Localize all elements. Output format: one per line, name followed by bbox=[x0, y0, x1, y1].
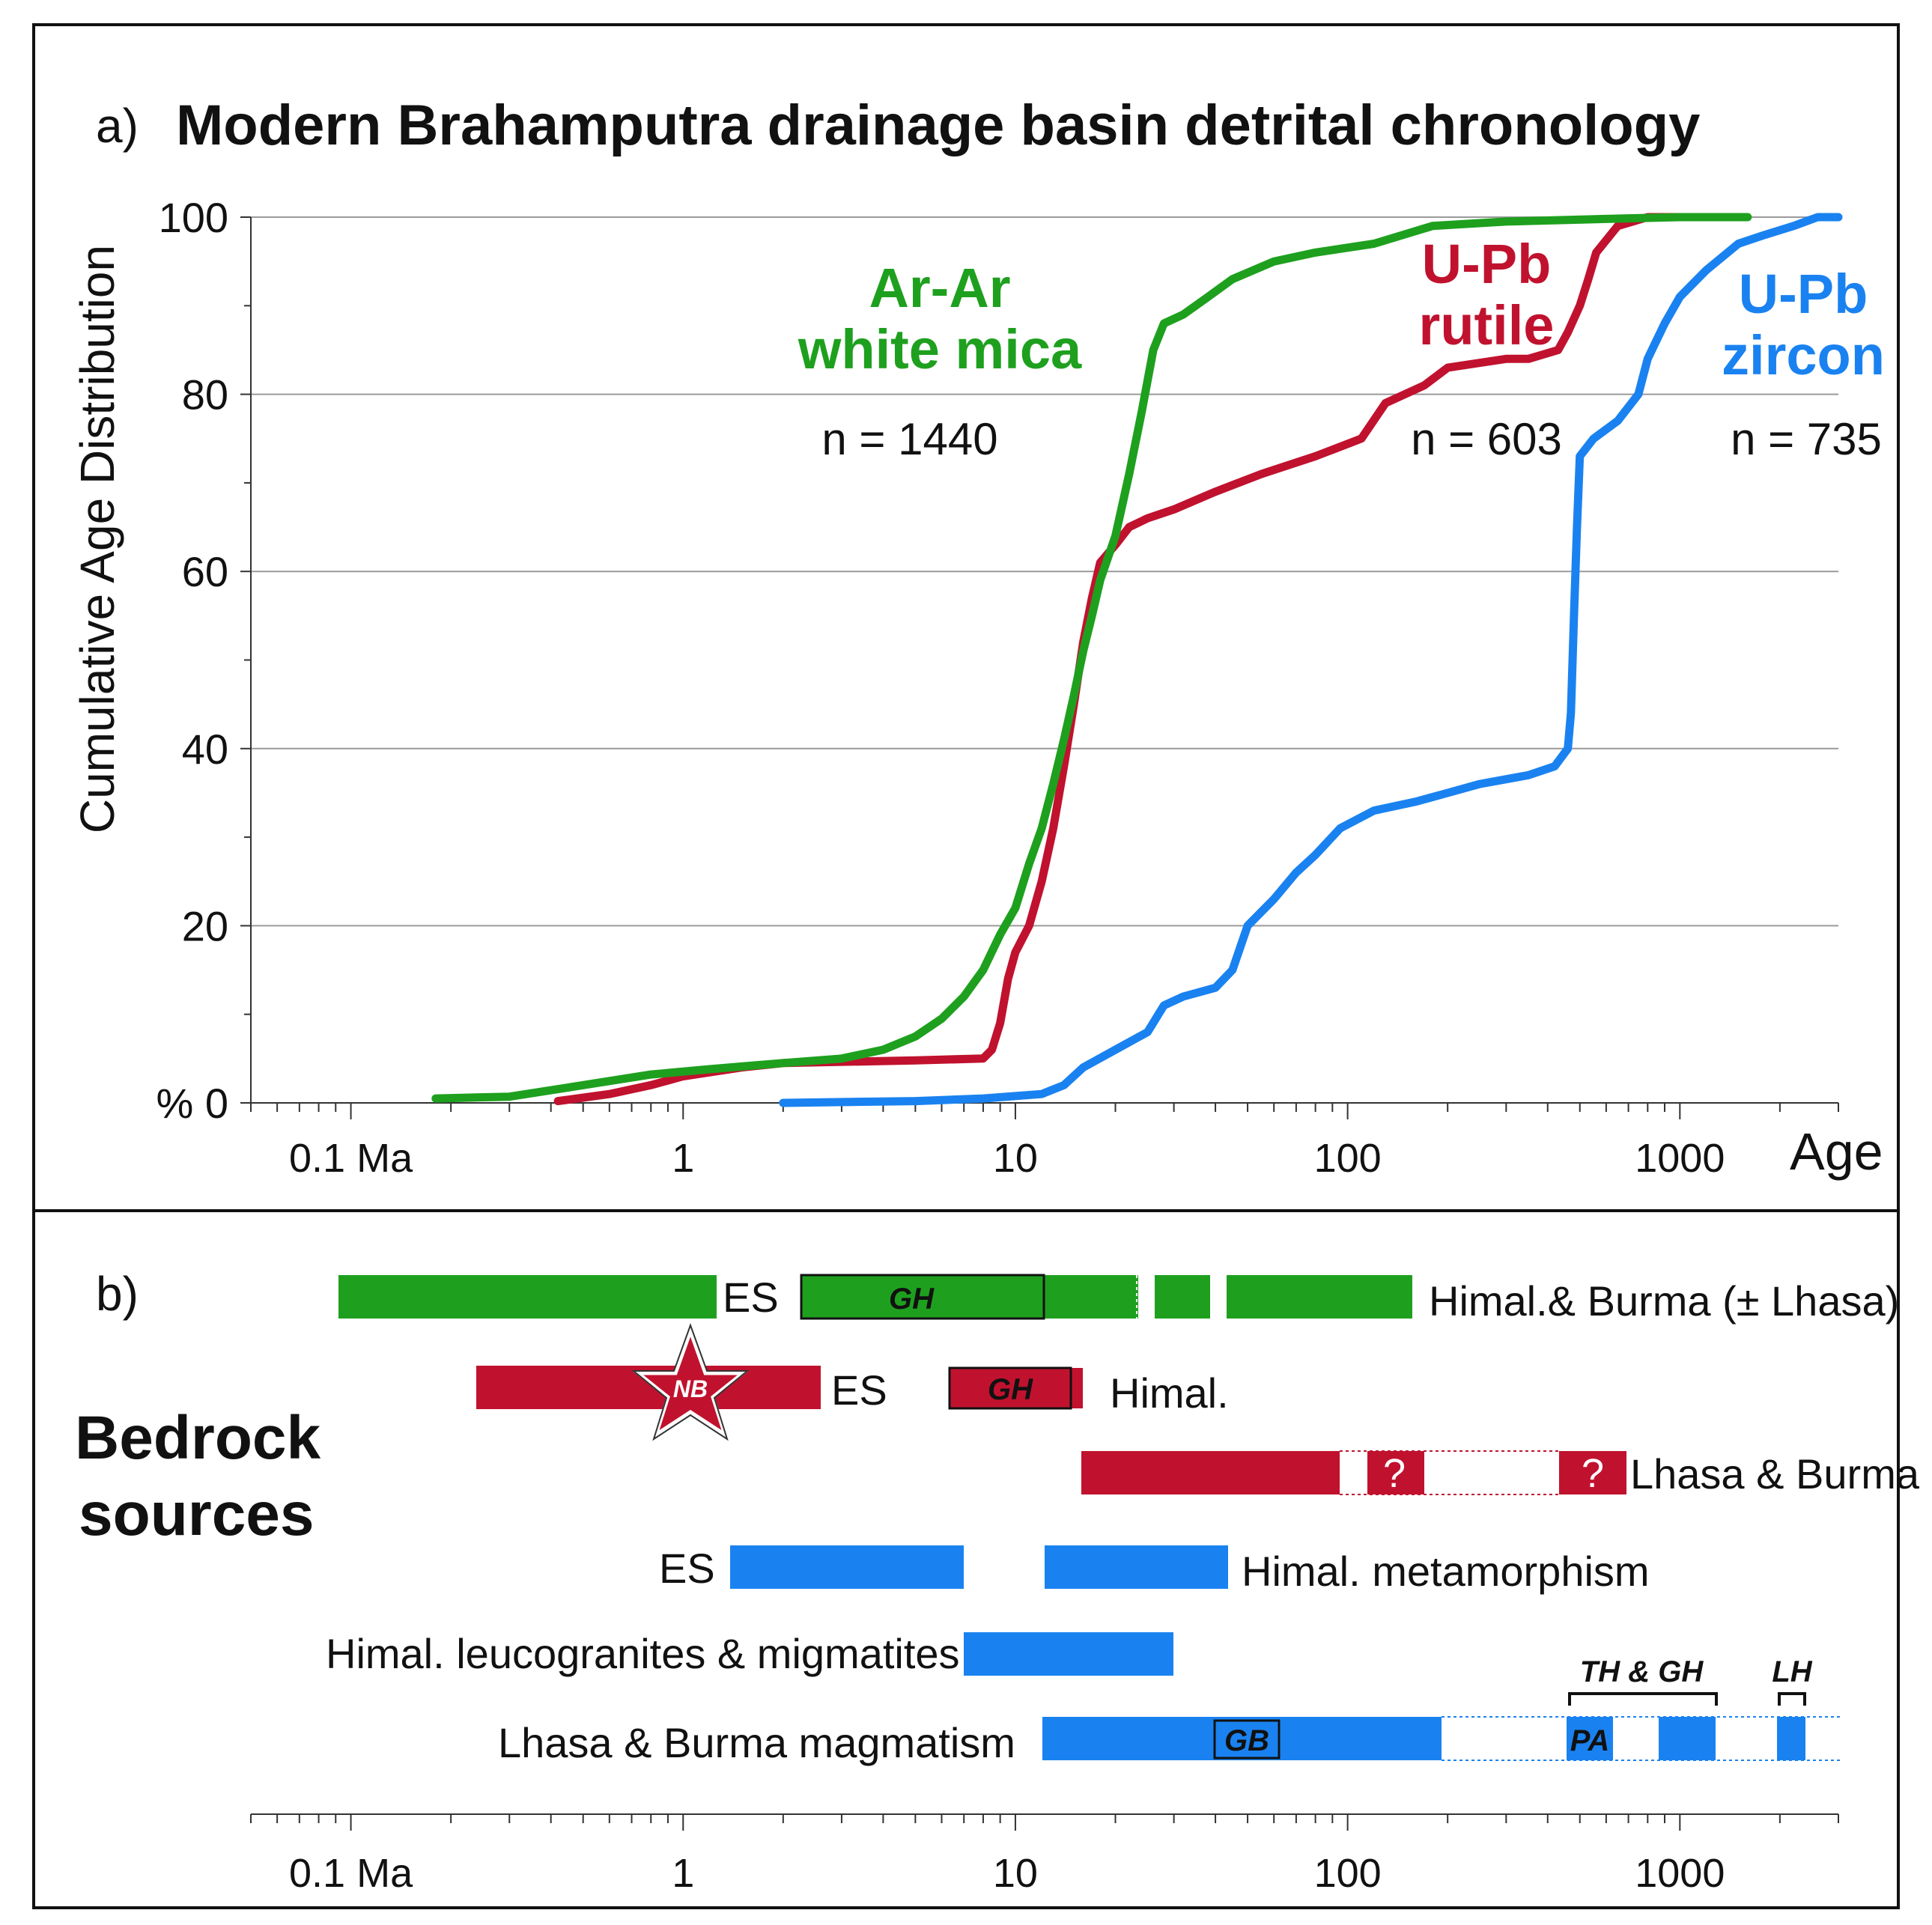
annotation-ar-ar-line2: white mica bbox=[798, 318, 1082, 380]
annotation-zircon-line2: zircon bbox=[1722, 324, 1885, 386]
annotation-rutile-line2: rutile bbox=[1419, 294, 1555, 356]
bar-es-green bbox=[338, 1275, 717, 1319]
y-tick-label-100: 100 bbox=[159, 194, 228, 241]
x-tick-label-0.1: 0.1 Ma bbox=[289, 1136, 413, 1181]
box-gh-red bbox=[948, 1366, 1072, 1410]
annotation-ar-ar-line1: Ar-Ar bbox=[869, 257, 1010, 319]
label-red2-right: Lhasa & Burma bbox=[1630, 1450, 1920, 1497]
label-gb: GB bbox=[1224, 1724, 1269, 1757]
bar-magmatism bbox=[1042, 1717, 1442, 1760]
x-tick-label-1000: 1000 bbox=[1635, 1136, 1725, 1181]
bar-th-gh bbox=[1659, 1717, 1716, 1760]
y-tick-label-20: 20 bbox=[182, 902, 228, 949]
bedrock-heading-line2: sources bbox=[79, 1480, 315, 1548]
panel-a-tag: a) bbox=[96, 99, 139, 153]
figure-frame bbox=[32, 23, 1900, 1909]
bar-leucogranites bbox=[964, 1632, 1173, 1676]
label-gh-red: GH bbox=[988, 1373, 1033, 1406]
bar-gap-2 bbox=[1210, 1275, 1227, 1319]
bar-red2-q1 bbox=[1367, 1451, 1424, 1494]
bedrock-heading-line1: Bedrock bbox=[75, 1404, 321, 1472]
label-es-green: ES bbox=[723, 1274, 779, 1321]
series-lines bbox=[431, 213, 1843, 1107]
annotation-rutile-count: n = 603 bbox=[1411, 414, 1562, 464]
annotation-zircon-count: n = 735 bbox=[1731, 414, 1882, 464]
bar-red2-main bbox=[1081, 1451, 1340, 1494]
bar-gh-red bbox=[950, 1368, 1083, 1408]
bracket-lh bbox=[1778, 1692, 1806, 1706]
bar-gh-green bbox=[801, 1275, 1137, 1319]
bar-es-blue bbox=[730, 1545, 964, 1589]
y-axis-label: Cumulative Age Distribution bbox=[70, 245, 124, 833]
x-axis-ticks: 0.1 Ma 1 10 100 1000 bbox=[250, 1103, 1839, 1181]
annotation-zircon-line1: U-Pb bbox=[1739, 263, 1868, 325]
series-line-zircon bbox=[779, 213, 1843, 1107]
bar-pa bbox=[1567, 1717, 1613, 1760]
y-tick-label-40: 40 bbox=[182, 726, 228, 773]
label-red-right: Himal. bbox=[1110, 1369, 1229, 1417]
x-tick-label-100: 100 bbox=[1314, 1136, 1382, 1181]
y-tick-label-80: 80 bbox=[182, 371, 228, 419]
label-blue2-left: Himal. leucogranites & migmatites bbox=[326, 1630, 960, 1677]
label-es-red: ES bbox=[831, 1366, 887, 1414]
panel-b-x-tick-label-100: 100 bbox=[1314, 1851, 1382, 1896]
bar-red2-q2 bbox=[1559, 1451, 1626, 1494]
box-gb bbox=[1213, 1719, 1281, 1760]
panel-b-x-tick-label-0.1: 0.1 Ma bbox=[289, 1851, 413, 1896]
bar-green-segment-2 bbox=[1171, 1275, 1210, 1319]
bar-green-segment-3 bbox=[1227, 1275, 1412, 1319]
label-blue3-left: Lhasa & Burma magmatism bbox=[498, 1719, 1015, 1766]
box-gh-green bbox=[800, 1274, 1045, 1320]
label-gh-green: GH bbox=[889, 1283, 935, 1316]
label-lh: LH bbox=[1772, 1655, 1812, 1688]
series-line-ar_ar bbox=[431, 213, 1752, 1103]
label-es-blue: ES bbox=[659, 1545, 715, 1592]
label-green-right: Himal.& Burma (± Lhasa) bbox=[1429, 1277, 1899, 1325]
annotation-rutile-line1: U-Pb bbox=[1422, 233, 1552, 295]
nb-star-icon bbox=[632, 1325, 749, 1439]
bar-gap-1 bbox=[1138, 1275, 1155, 1319]
label-q1: ? bbox=[1383, 1451, 1406, 1496]
bar-lh bbox=[1777, 1717, 1805, 1760]
label-pa: PA bbox=[1570, 1724, 1610, 1757]
panel-b-x-axis-ticks: 0.1 Ma 1 10 100 1000 bbox=[250, 1814, 1839, 1896]
bracket-th-gh bbox=[1568, 1692, 1718, 1706]
panel-b-x-tick-label-1: 1 bbox=[672, 1851, 694, 1896]
x-tick-label-10: 10 bbox=[993, 1136, 1038, 1181]
x-tick-label-1: 1 bbox=[672, 1136, 694, 1181]
panel-b-x-tick-label-1000: 1000 bbox=[1635, 1851, 1725, 1896]
panel-b-x-tick-label-10: 10 bbox=[993, 1851, 1038, 1896]
label-q2: ? bbox=[1582, 1451, 1604, 1496]
y-tick-label-60: 60 bbox=[182, 548, 228, 595]
chart-title: Modern Brahamputra drainage basin detrit… bbox=[176, 94, 1700, 157]
annotation-ar-ar-count: n = 1440 bbox=[821, 414, 997, 464]
bar-himal-metamorphism bbox=[1045, 1545, 1228, 1589]
y-axis-ticks: % 0 20 40 60 80 100 bbox=[157, 194, 251, 1127]
nb-star-outline-icon bbox=[631, 1323, 750, 1441]
label-blue1-right: Himal. metamorphism bbox=[1242, 1548, 1650, 1595]
panel-b-tag: b) bbox=[96, 1267, 139, 1321]
y-tick-label-0: % 0 bbox=[157, 1080, 229, 1127]
label-nb: NB bbox=[673, 1375, 708, 1402]
x-axis-label: Age bbox=[1790, 1122, 1883, 1181]
label-th-gh: TH & GH bbox=[1580, 1655, 1704, 1688]
